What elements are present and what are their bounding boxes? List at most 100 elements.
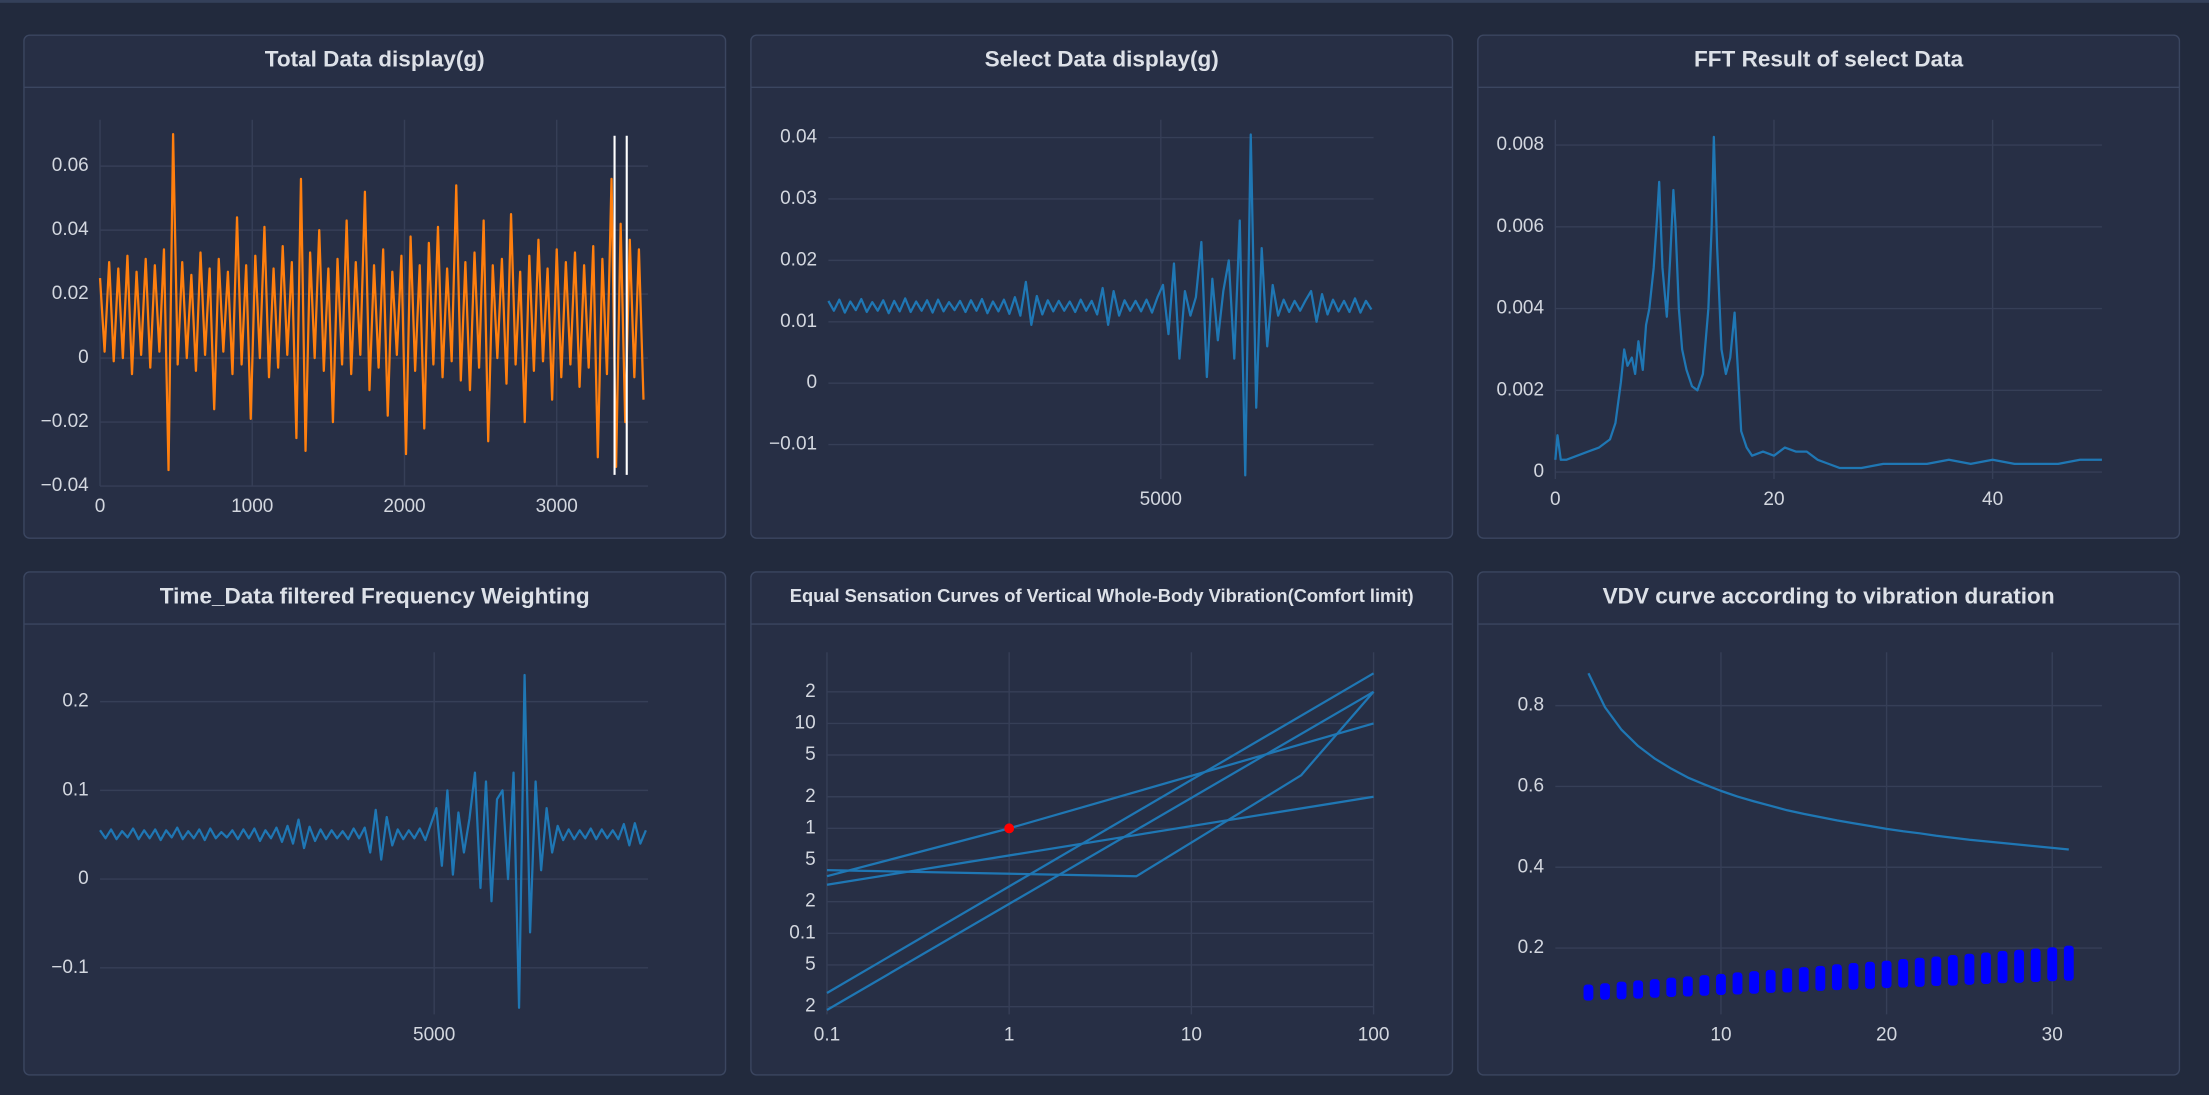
x-tick-label: 3000 <box>536 496 578 517</box>
y-tick-label: 0.01 <box>780 311 817 332</box>
y-tick-label: 2 <box>805 996 816 1017</box>
range-bar <box>1616 981 1627 1000</box>
y-tick-label: 0 <box>807 372 818 393</box>
range-bar <box>1981 952 1991 985</box>
series-line <box>826 690 1375 1011</box>
x-tick-label: 10 <box>1710 1024 1731 1045</box>
y-tick-label: 5 <box>805 954 816 975</box>
top-border <box>0 0 2209 3</box>
range-bar <box>1633 980 1644 999</box>
range-bar <box>1749 971 1760 994</box>
y-tick-label: 5 <box>805 849 816 870</box>
y-tick-label: 5 <box>805 744 816 765</box>
range-bar <box>1600 983 1610 1000</box>
marker <box>1004 823 1015 834</box>
x-tick-label: 0 <box>1550 489 1561 510</box>
range-bar <box>1848 963 1859 990</box>
y-tick-label: −0.04 <box>41 475 90 496</box>
x-tick-label: 1000 <box>231 496 273 517</box>
x-tick-label: 30 <box>2042 1024 2063 1045</box>
series-line <box>826 691 1375 878</box>
panel <box>750 34 1454 539</box>
series-line <box>1554 135 2102 470</box>
y-tick-label: 0.006 <box>1496 216 1544 237</box>
range-bar <box>1931 956 1942 987</box>
range-bar <box>1699 975 1710 996</box>
range-bar <box>1765 969 1776 993</box>
x-tick-label: 0.1 <box>814 1024 840 1045</box>
y-tick-label: 0 <box>78 868 89 889</box>
range-bar <box>2047 947 2058 982</box>
y-tick-label: 0.6 <box>1518 775 1544 796</box>
y-tick-label: 0.4 <box>1518 856 1545 877</box>
y-tick-label: 0.04 <box>780 127 817 148</box>
range-bar <box>1782 968 1793 993</box>
y-tick-label: 0.2 <box>1518 937 1544 958</box>
y-tick-label: 0.02 <box>780 249 817 270</box>
range-bar <box>1947 954 1958 986</box>
y-tick-label: 0.03 <box>780 188 817 209</box>
x-tick-label: 2000 <box>383 496 425 517</box>
series-line <box>1587 672 2069 851</box>
x-tick-label: 20 <box>1763 489 1784 510</box>
y-tick-label: −0.01 <box>769 434 817 455</box>
range-bar <box>1997 950 2008 984</box>
series-line <box>827 133 1373 477</box>
chart-title: Time_Data filtered Frequency Weighting <box>160 583 590 608</box>
x-tick-label: 0 <box>95 496 106 517</box>
y-tick-label: 0 <box>78 347 89 368</box>
range-bar <box>1831 964 1842 991</box>
y-tick-label: 2 <box>805 786 816 807</box>
y-tick-label: 0.008 <box>1496 134 1544 155</box>
range-bar <box>1881 960 1892 989</box>
y-tick-label: −0.02 <box>41 411 89 432</box>
y-tick-label: 0.06 <box>52 155 89 176</box>
y-tick-label: 0.1 <box>62 779 88 800</box>
chart-title: FFT Result of select Data <box>1694 47 1964 72</box>
series-line <box>98 133 645 472</box>
chart-title: Total Data display(g) <box>265 47 485 72</box>
x-tick-label: 1 <box>1004 1024 1015 1045</box>
range-bar <box>2014 949 2025 983</box>
y-tick-label: 0.02 <box>52 283 89 304</box>
chart-title: VDV curve according to vibration duratio… <box>1603 583 2055 608</box>
range-bar <box>2063 945 2074 981</box>
series-line <box>99 673 647 1009</box>
x-tick-label: 20 <box>1876 1024 1897 1045</box>
panel <box>750 571 1454 1076</box>
x-tick-label: 5000 <box>413 1024 455 1045</box>
range-bar <box>1914 957 1925 987</box>
range-bar <box>1682 976 1693 997</box>
range-bar <box>1964 953 1975 985</box>
range-bar <box>1898 958 1909 988</box>
range-bar <box>1716 973 1726 995</box>
range-bar <box>1649 979 1660 998</box>
y-tick-label: 0.8 <box>1518 695 1544 716</box>
range-bar <box>1732 972 1743 995</box>
x-tick-label: 5000 <box>1140 489 1182 510</box>
series-line <box>826 795 1374 886</box>
x-tick-label: 10 <box>1181 1024 1202 1045</box>
y-tick-label: 10 <box>795 712 816 733</box>
chart-title: Equal Sensation Curves of Vertical Whole… <box>790 585 1414 606</box>
y-tick-label: 0.2 <box>62 691 88 712</box>
series-line <box>826 672 1375 994</box>
range-bar <box>1583 984 1594 1001</box>
y-tick-label: −0.1 <box>51 957 89 978</box>
range-bar <box>1798 967 1809 992</box>
x-tick-label: 40 <box>1982 489 2003 510</box>
range-bar <box>1815 965 1826 991</box>
y-tick-label: 0 <box>1533 461 1544 482</box>
range-bar <box>2030 948 2041 983</box>
panel <box>1477 571 2181 1076</box>
y-tick-label: 2 <box>805 891 816 912</box>
x-tick-label: 100 <box>1358 1024 1390 1045</box>
panel <box>1477 34 2181 539</box>
range-bar <box>1865 961 1875 989</box>
y-tick-label: 2 <box>805 681 816 702</box>
chart-title: Select Data display(g) <box>985 47 1219 72</box>
y-tick-label: 0.04 <box>52 219 89 240</box>
y-tick-label: 0.004 <box>1496 298 1544 319</box>
y-tick-label: 1 <box>805 817 816 838</box>
